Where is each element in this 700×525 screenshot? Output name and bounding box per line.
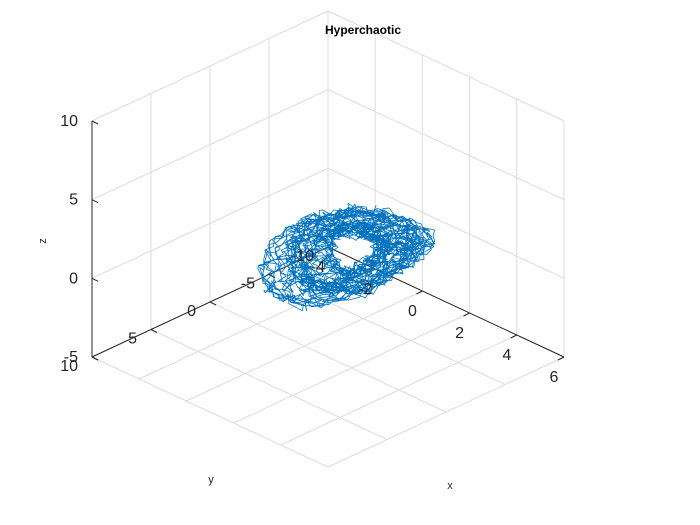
grid-line — [327, 10, 565, 122]
z-tick-mark — [91, 277, 99, 282]
grid-line — [268, 274, 506, 385]
x-tick-mark — [416, 290, 423, 295]
grid-line — [327, 89, 565, 201]
x-axis-label: x — [447, 480, 453, 492]
x-tick-label: 0 — [408, 303, 417, 320]
y-tick-mark — [209, 301, 217, 306]
grid-line — [91, 10, 329, 122]
x-tick-label: 2 — [455, 325, 464, 342]
grid-line — [91, 167, 329, 279]
y-axis-label: y — [208, 474, 214, 486]
z-tick-mark — [91, 356, 99, 361]
chart-title: Hyperchaotic — [325, 23, 401, 37]
y-tick-label: 10 — [60, 358, 78, 375]
grid-line — [91, 356, 329, 468]
y-tick-mark — [150, 329, 158, 333]
x-tick-mark — [557, 356, 565, 361]
z-tick-mark — [91, 199, 99, 204]
y-tick-label: 0 — [187, 303, 196, 320]
z-tick-label: -5 — [64, 349, 78, 366]
x-tick-label: -4 — [311, 259, 325, 276]
x-tick-label: 4 — [502, 347, 511, 364]
y-tick-label: 5 — [128, 331, 137, 348]
grid-line — [91, 89, 329, 201]
x-tick-mark — [463, 312, 470, 317]
plot-area — [257, 203, 436, 312]
grid-line — [327, 167, 565, 279]
grid-line — [209, 301, 447, 413]
z-tick-mark — [91, 120, 99, 125]
grid-line — [150, 329, 388, 440]
y-tick-label: -5 — [241, 276, 255, 293]
z-tick-label: 5 — [69, 192, 78, 209]
z-tick-label: 0 — [69, 270, 78, 287]
z-axis-label: z — [37, 238, 49, 244]
y-tick-label: -10 — [291, 248, 314, 265]
x-tick-label: -2 — [358, 281, 372, 298]
x-tick-label: 6 — [550, 369, 559, 386]
x-tick-mark — [510, 334, 518, 339]
z-tick-label: 10 — [60, 113, 78, 130]
series-line — [257, 203, 436, 312]
